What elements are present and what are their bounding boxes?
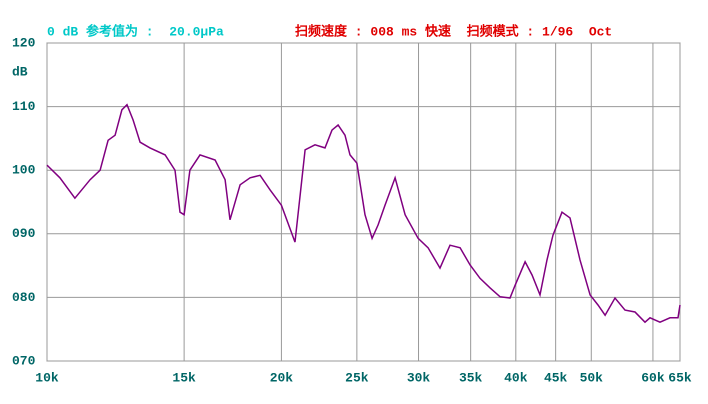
header-right: 扫频速度 : 008 ms 快速 扫频模式 : 1/96 Oct [295,23,612,39]
x-tick-label: 15k [172,370,196,385]
y-axis-label: dB [12,64,28,79]
y-tick-label: 110 [12,99,36,114]
x-tick-label: 25k [345,370,369,385]
header-left: 0 dB 参考值为 : 20.0μPa [47,23,224,39]
x-tick-label: 10k [35,370,59,385]
y-tick-label: 070 [12,353,36,368]
x-tick-label: 60k [641,370,665,385]
data-line [46,103,681,324]
x-tick-label: 50k [580,370,604,385]
x-tick-label: 40k [504,370,528,385]
y-tick-label: 100 [12,163,36,178]
x-tick-label: 65k [668,370,692,385]
x-tick-label: 35k [459,370,483,385]
y-tick-label: 120 [12,35,36,50]
y-tick-label: 080 [12,290,36,305]
y-tick-label: 090 [12,226,36,241]
x-tick-label: 45k [544,370,568,385]
x-tick-label: 20k [270,370,294,385]
x-tick-label: 30k [407,370,431,385]
